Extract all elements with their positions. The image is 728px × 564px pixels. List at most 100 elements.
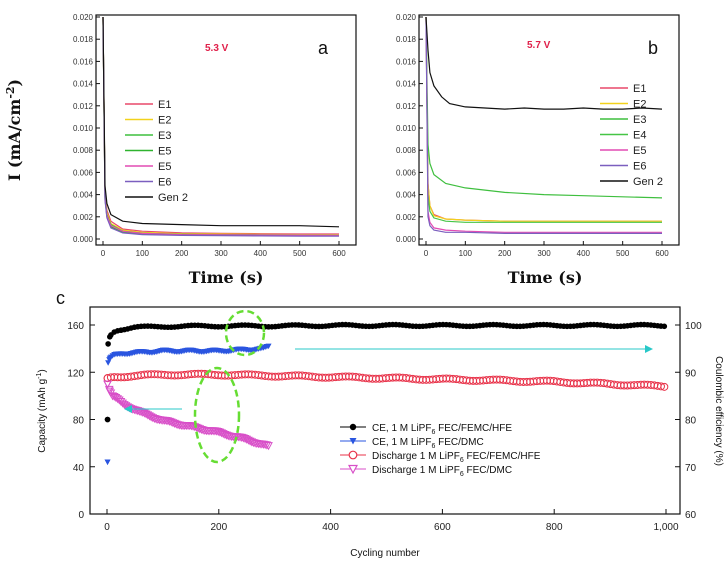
panel-b-x-tick-label: 100 (459, 249, 473, 258)
panel-c-y-label-sup: -1 (36, 372, 43, 378)
panel-a-x-tick-label: 0 (101, 249, 106, 258)
panel-a-frame (95, 14, 357, 246)
panel-b-legend-label: Gen 2 (633, 176, 663, 188)
panel-c-data-point (106, 334, 113, 340)
panel-a-legend-label: E2 (158, 115, 171, 127)
panel-a-y-tick-label: 0.020 (73, 13, 94, 22)
panel-c-data-point (171, 420, 181, 429)
panel-c-legend-label-main: Discharge 1 M LiPF (372, 465, 460, 476)
panel-a-y-tick-label: 0.012 (73, 102, 94, 111)
panel-c-legend-label-sub: 6 (460, 471, 464, 478)
panel-c-data-point (220, 430, 230, 439)
panel-a-y-tick-label: 0.000 (73, 235, 94, 244)
panel-b-x-tick-label: 600 (655, 249, 669, 258)
panel-c-data-point (148, 414, 158, 423)
panel-b-series (425, 16, 663, 234)
panel-b-x-tick-label: 500 (616, 249, 630, 258)
panel-a-voltage-annotation: 5.3 V (205, 43, 229, 54)
panel-c-y2-tick-label: 80 (685, 416, 697, 427)
panel-b-legend-label: E4 (633, 130, 646, 142)
panel-c-y-tick-label: 0 (78, 510, 84, 521)
panel-b-frame (418, 14, 680, 246)
panel-b-y-tick-label: 0.018 (396, 35, 417, 44)
panel-c-legend-label-sub: 6 (431, 443, 435, 450)
panel-c-data-point (133, 407, 143, 416)
panel-b-ticks: 0 100 200 300 400 500 600 0.000 0.002 0.004 0.006 0… (396, 13, 669, 258)
panel-b-series-line (425, 16, 662, 233)
panel-b-y-tick-label: 0.006 (396, 168, 417, 177)
panel-c-legend-marker (348, 464, 358, 475)
panel-c-data-point (656, 382, 665, 391)
panel-b-legend-label: E6 (633, 161, 646, 173)
panel-c-data-point (170, 419, 179, 428)
panel-b-x-tick-label: 0 (424, 249, 429, 258)
panel-b-y-tick-label: 0.008 (396, 146, 417, 155)
panel-c: 0 200 400 600 800 1,000 0 40 80 120 160 60 70 80 90 100… (36, 288, 724, 559)
panel-a-label: a (318, 38, 329, 58)
panel-b-y-tick-label: 0.016 (396, 57, 417, 66)
panel-c-x-tick-label: 1,000 (653, 522, 678, 533)
panel-c-legend-label-rest: FEC/FEMC/HFE (435, 423, 512, 434)
panel-a-y-label-main: I (mA/cm (5, 99, 24, 182)
panel-a-x-tick-label: 500 (293, 249, 307, 258)
panel-c-y2-tick-label: 70 (685, 463, 697, 474)
panel-a-y-tick-label: 0.016 (73, 57, 94, 66)
panel-b-series-line (425, 16, 663, 110)
panel-c-x-tick-label: 600 (434, 522, 451, 533)
panel-a-y-label-end: ) (5, 79, 24, 87)
panel-b-legend-label: E2 (633, 99, 646, 111)
panel-c-legend-marker (349, 438, 357, 445)
panel-c-x-tick-label: 200 (210, 522, 227, 533)
panel-c-highlight-ellipse-capacity (193, 366, 241, 464)
panel-c-data-point (106, 355, 113, 362)
panel-c-data-point (104, 416, 111, 423)
panel-c-data-point (111, 394, 121, 403)
panel-c-y2-axis-label: Coulombic efficiency (%) (713, 356, 724, 466)
panel-c-y-tick-label: 120 (67, 368, 84, 379)
panel-a-x-axis-label: Time (s) (189, 268, 264, 287)
panel-c-data-point (247, 438, 257, 447)
panel-a: 0 100 200 300 400 500 600 0.000 0.002 0.004 0.006 0… (4, 13, 357, 287)
panel-b-voltage-annotation: 5.7 V (527, 40, 551, 51)
panel-c-data-point (222, 431, 231, 440)
panel-c-data-point (264, 442, 273, 451)
panel-b-y-tick-label: 0.010 (396, 124, 417, 133)
panel-c-arrow-right-head (645, 345, 653, 353)
panel-b-series-line (425, 16, 662, 234)
panel-c-arrow-left-head (124, 405, 132, 413)
panel-a-legend: E1 E2 E3 E5 E5 E6 Gen 2 (125, 99, 188, 204)
panel-c-data-point (105, 360, 112, 366)
panel-c-data-point (195, 425, 205, 434)
panel-a-y-tick-label: 0.010 (73, 124, 94, 133)
panel-c-legend-label: CE, 1 M LiPF6 FEC/FEMC/HFE (372, 423, 512, 436)
panel-b-x-tick-label: 400 (577, 249, 591, 258)
panel-b-legend-label: E1 (633, 83, 646, 95)
panel-a-legend-label: Gen 2 (158, 192, 188, 204)
panel-a-series (102, 16, 340, 237)
panel-a-y-tick-label: 0.002 (73, 213, 94, 222)
panel-c-data-point (103, 380, 112, 389)
panel-b: 0 100 200 300 400 500 600 0.000 0.002 0.004 0.006 0… (396, 13, 680, 287)
panel-a-y-label-sup: -2 (4, 86, 17, 98)
panel-b-y-tick-label: 0.004 (396, 191, 417, 200)
panel-b-label: b (648, 38, 658, 58)
panel-a-legend-label: E3 (158, 130, 171, 142)
panel-a-series-line (102, 16, 340, 228)
panel-c-legend-label-rest: FEC/FEMC/HFE (464, 451, 541, 462)
panel-c-legend-marker (349, 423, 357, 431)
panel-c-series (103, 321, 669, 466)
panel-c-y-axis-label: Capacity (mAh g-1) (36, 369, 48, 453)
panel-c-data-point (661, 323, 668, 330)
panel-c-y-tick-label: 40 (73, 463, 85, 474)
panel-b-legend-label: E5 (633, 145, 646, 157)
panel-c-y2-tick-label: 100 (685, 321, 702, 332)
panel-a-x-tick-label: 400 (254, 249, 268, 258)
panel-c-data-point (150, 414, 159, 424)
panel-a-y-tick-label: 0.008 (73, 146, 94, 155)
panel-b-x-tick-label: 300 (537, 249, 551, 258)
panel-c-data-point (265, 343, 272, 350)
panel-c-annotations (124, 309, 653, 464)
panel-a-x-tick-label: 100 (136, 249, 150, 258)
